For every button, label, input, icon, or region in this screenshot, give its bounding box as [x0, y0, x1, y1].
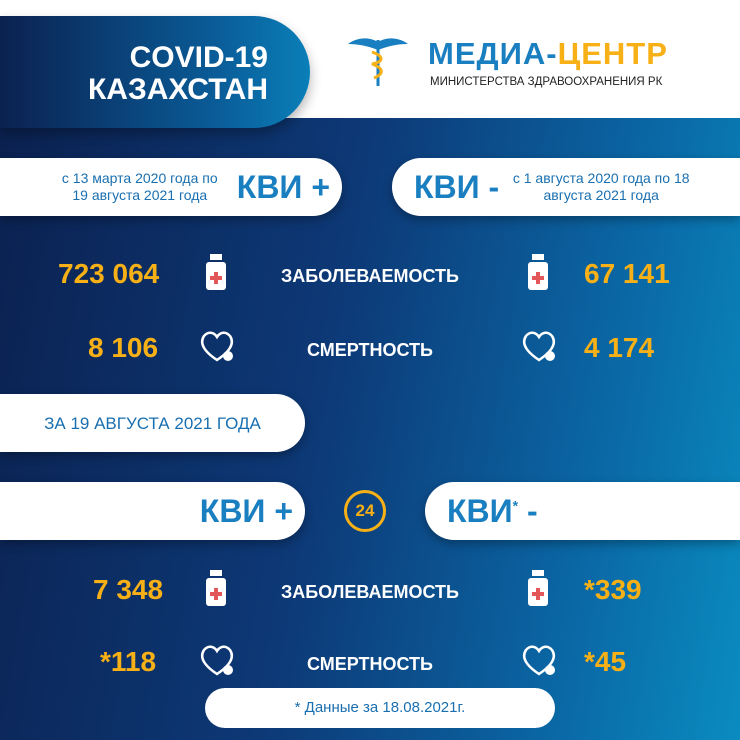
total-minus-deaths: 4 174 — [584, 332, 655, 363]
total-minus-cases: 67 141 — [584, 258, 670, 289]
heart-icon — [522, 331, 556, 362]
daily-deaths-label: СМЕРТНОСТЬ — [306, 654, 433, 674]
footnote: * Данные за 18.08.2021г. — [205, 688, 555, 728]
total-minus-dates: с 1 августа 2020 года по 18 августа 2021… — [512, 170, 690, 203]
daily-minus-cases: *339 — [584, 574, 642, 605]
daily-plus-cases: 7 348 — [93, 574, 164, 605]
daily-minus-label: КВИ* - — [447, 493, 538, 530]
heart-icon — [200, 645, 234, 676]
deaths-label: СМЕРТНОСТЬ — [306, 340, 433, 360]
brand-subtitle: МИНИСТЕРСТВА ЗДРАВООХРАНЕНИЯ РК — [430, 76, 663, 88]
daily-minus-pill: КВИ* - — [425, 482, 740, 540]
daily-date-label: ЗА 19 АВГУСТА 2021 ГОДА — [44, 413, 261, 433]
total-minus-pill: КВИ - с 1 августа 2020 года по 18 август… — [392, 158, 740, 216]
daily-plus-label: КВИ + — [199, 492, 293, 529]
total-plus-pill: с 13 марта 2020 года по 19 августа 2021 … — [0, 158, 342, 216]
daily-minus-text: КВИ — [447, 492, 513, 529]
medicine-bottle-icon — [206, 254, 226, 290]
daily-plus-deaths: *118 — [100, 646, 157, 677]
title-line1: COVID-19 — [129, 41, 268, 74]
heart-icon — [522, 645, 556, 676]
total-plus-cases: 723 064 — [58, 258, 160, 289]
cases-label: ЗАБОЛЕВАЕМОСТЬ — [281, 266, 459, 286]
daily-minus-asterisk: * — [512, 496, 519, 513]
caduceus-logo-icon — [348, 38, 408, 86]
heart-icon — [200, 331, 234, 362]
daily-date-pill: ЗА 19 АВГУСТА 2021 ГОДА — [0, 394, 305, 452]
total-plus-deaths: 8 106 — [88, 332, 159, 363]
medicine-bottle-icon — [528, 570, 548, 606]
brand-name: МЕДИА-ЦЕНТР — [428, 36, 668, 72]
24h-icon: 24 — [344, 490, 386, 532]
daily-minus-deaths: *45 — [584, 646, 627, 677]
daily-minus-suffix: - — [526, 492, 538, 529]
title-line2: КАЗАХСТАН — [88, 73, 268, 106]
title-banner: COVID-19 КАЗАХСТАН — [0, 16, 310, 128]
total-plus-dates: с 13 марта 2020 года по 19 августа 2021 … — [61, 170, 218, 203]
brand-part2: ЦЕНТР — [557, 36, 668, 71]
medicine-bottle-icon — [206, 570, 226, 606]
total-plus-label: КВИ + — [236, 168, 330, 205]
daily-plus-pill: КВИ + — [0, 482, 305, 540]
brand-part1: МЕДИА- — [428, 36, 558, 71]
daily-cases-label: ЗАБОЛЕВАЕМОСТЬ — [281, 582, 459, 602]
total-minus-label: КВИ - — [414, 168, 500, 205]
medicine-bottle-icon — [528, 254, 548, 290]
